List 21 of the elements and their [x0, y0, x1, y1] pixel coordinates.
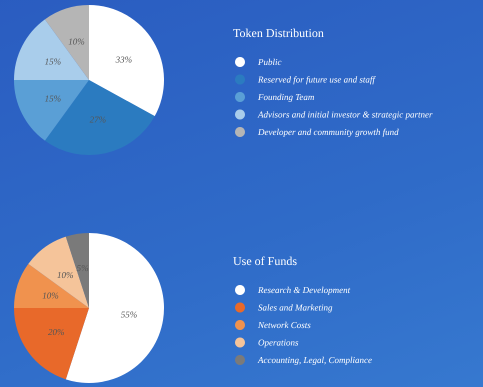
data-label: 55% — [120, 309, 138, 320]
data-label: 27% — [90, 114, 106, 125]
data-label: 15% — [44, 56, 62, 67]
legend-label: Research & Development — [257, 285, 351, 295]
legend-label: Sales and Marketing — [258, 302, 333, 312]
data-label: 15% — [44, 93, 62, 104]
legend-label: Advisors and initial investor & strategic partner — [257, 110, 433, 120]
data-label: 10% — [68, 36, 85, 46]
legend-label: Reserved for future use and staff — [257, 74, 376, 84]
legend-label: Accounting, Legal, Compliance — [257, 355, 372, 365]
legend-label: Developer and community growth fund — [257, 127, 400, 137]
data-label: 10% — [42, 290, 59, 300]
data-label: 10% — [56, 270, 74, 280]
legend-label: Founding Team — [257, 92, 315, 102]
legend-label: Network Costs — [257, 320, 312, 330]
data-label: 20% — [48, 326, 64, 337]
legend-label: Operations — [258, 338, 299, 348]
text: Use of Funds — [233, 254, 298, 268]
legend-label: Public — [257, 57, 282, 67]
data-label: 33% — [114, 54, 132, 64]
text: Token Distribution — [233, 26, 324, 40]
